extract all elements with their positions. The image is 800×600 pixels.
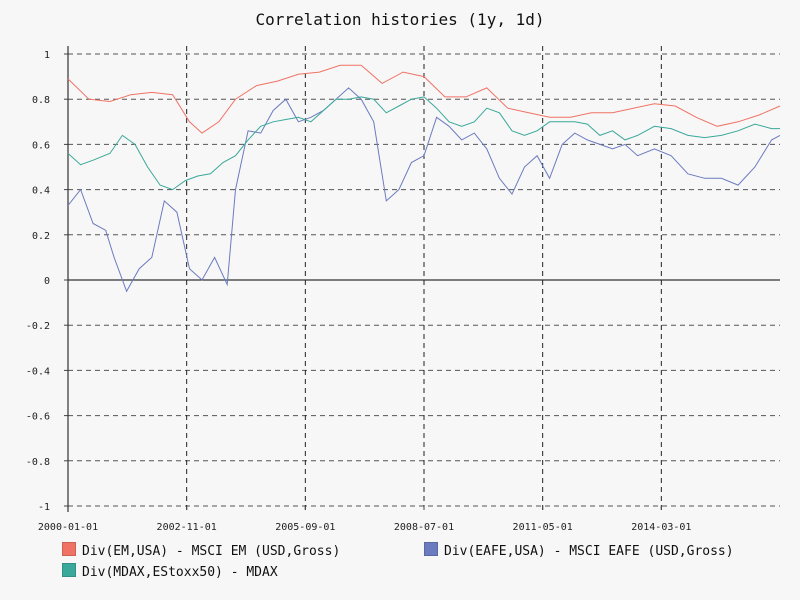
series-line-0 — [67, 64, 781, 134]
legend-label-eafe: Div(EAFE,USA) - MSCI EAFE (USD,Gross) — [444, 544, 734, 559]
y-tick-label: 0.4 — [32, 186, 50, 197]
series-line-2 — [67, 96, 780, 191]
y-tick-label: 0 — [44, 276, 50, 287]
legend-label-em: Div(EM,USA) - MSCI EM (USD,Gross) — [82, 544, 341, 559]
legend-item-em: Div(EM,USA) - MSCI EM (USD,Gross) — [62, 542, 340, 559]
y-tick-label: 0.6 — [32, 140, 50, 151]
series-layer — [67, 64, 781, 293]
legend-item-eafe: Div(EAFE,USA) - MSCI EAFE (USD,Gross) — [424, 542, 734, 559]
legend-swatch-eafe — [424, 542, 438, 556]
series-line-1 — [67, 87, 781, 293]
y-tick-label: 0.2 — [32, 231, 50, 242]
y-tick-label: -0.8 — [26, 457, 50, 468]
tick-labels: 1 0.8 0.6 0.4 0.2 0 -0.2 -0.4 -0.6 -0.8 -1 2000-01-… — [26, 50, 692, 533]
legend-swatch-mdax — [62, 563, 76, 577]
chart-title: Correlation histories (1y, 1d) — [255, 10, 545, 29]
grid — [68, 46, 780, 510]
y-tick-label: -1 — [38, 502, 50, 513]
legend-label-mdax: Div(MDAX,EStoxx50) - MDAX — [82, 565, 278, 580]
axes — [64, 46, 662, 512]
y-tick-label: -0.2 — [26, 321, 50, 332]
x-tick-label: 2002-11-01 — [157, 522, 217, 533]
y-tick-label: 0.8 — [32, 95, 50, 106]
x-tick-label: 2011-05-01 — [513, 522, 573, 533]
legend-item-mdax: Div(MDAX,EStoxx50) - MDAX — [62, 563, 278, 580]
x-tick-label: 2014-03-01 — [631, 522, 691, 533]
x-tick-label: 2005-09-01 — [275, 522, 335, 533]
y-tick-label: -0.6 — [26, 412, 50, 423]
x-tick-label: 2000-01-01 — [38, 522, 98, 533]
y-tick-label: 1 — [44, 50, 50, 61]
x-tick-label: 2008-07-01 — [394, 522, 454, 533]
y-tick-label: -0.4 — [26, 366, 50, 377]
legend-swatch-em — [62, 542, 76, 556]
